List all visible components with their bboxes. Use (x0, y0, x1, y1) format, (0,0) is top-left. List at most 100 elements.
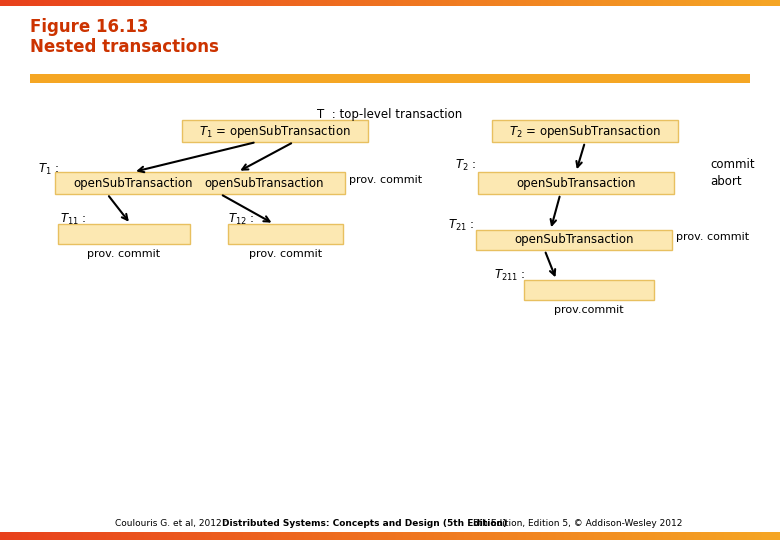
Bar (582, 0, 583, 6)
Bar (498, 0, 499, 6)
Bar (325, 0, 326, 6)
Bar (51, 532, 52, 540)
Bar (81, 0, 82, 6)
Bar (397, 532, 398, 540)
Bar (680, 532, 681, 540)
Bar (557, 0, 558, 6)
Bar (386, 0, 387, 6)
Bar (553, 0, 554, 6)
Bar (289, 0, 290, 6)
Bar (531, 0, 532, 6)
Bar (198, 532, 199, 540)
Bar (771, 532, 772, 540)
Bar (277, 0, 278, 6)
Bar (265, 532, 266, 540)
Bar (456, 0, 457, 6)
Bar (489, 0, 490, 6)
Bar (476, 0, 477, 6)
Bar (297, 532, 298, 540)
Bar (525, 0, 526, 6)
Bar (150, 0, 151, 6)
Bar (284, 532, 285, 540)
Bar (282, 532, 283, 540)
Bar (111, 532, 112, 540)
Bar (55, 0, 56, 6)
Bar (236, 0, 237, 6)
Bar (67, 0, 68, 6)
Bar (282, 0, 283, 6)
Bar (22, 0, 23, 6)
Bar (693, 0, 694, 6)
Bar (149, 0, 150, 6)
Bar (355, 0, 356, 6)
Bar (569, 0, 570, 6)
Bar (245, 0, 246, 6)
Bar (436, 532, 437, 540)
Bar (746, 532, 747, 540)
Bar (501, 532, 502, 540)
Bar (33, 0, 34, 6)
Bar (87, 0, 88, 6)
Bar (89, 532, 90, 540)
Bar (440, 0, 441, 6)
Bar (586, 532, 587, 540)
Bar (305, 532, 306, 540)
Bar (432, 0, 433, 6)
Bar (713, 0, 714, 6)
Bar (438, 532, 439, 540)
Bar (37, 532, 38, 540)
Bar (77, 0, 78, 6)
Bar (49, 532, 50, 540)
Bar (594, 532, 595, 540)
Bar (87, 532, 88, 540)
Bar (163, 0, 164, 6)
Bar (472, 0, 473, 6)
Bar (226, 532, 227, 540)
Bar (84, 532, 85, 540)
Bar (551, 0, 552, 6)
Bar (772, 0, 773, 6)
Bar (254, 532, 255, 540)
Bar (227, 0, 228, 6)
Bar (437, 532, 438, 540)
Bar (74, 0, 75, 6)
Bar (744, 532, 745, 540)
Bar (667, 532, 668, 540)
Bar (132, 0, 133, 6)
Bar (549, 0, 550, 6)
Bar (451, 532, 452, 540)
Bar (178, 532, 179, 540)
Bar (357, 532, 358, 540)
Bar (27, 0, 28, 6)
Bar (653, 0, 654, 6)
Bar (147, 0, 148, 6)
Bar (42, 532, 43, 540)
Bar (509, 532, 510, 540)
Bar (156, 0, 157, 6)
Bar (214, 532, 215, 540)
Bar (431, 532, 432, 540)
Bar (573, 532, 574, 540)
Bar (753, 0, 754, 6)
Bar (559, 532, 560, 540)
Bar (485, 0, 486, 6)
Bar (302, 0, 303, 6)
Bar (190, 532, 191, 540)
Bar (6, 0, 7, 6)
Bar (269, 0, 270, 6)
Bar (604, 0, 605, 6)
Bar (367, 0, 368, 6)
Bar (307, 532, 308, 540)
Bar (315, 532, 316, 540)
Bar (535, 0, 536, 6)
Bar (390, 532, 391, 540)
Bar (168, 532, 169, 540)
Bar (487, 0, 488, 6)
Bar (671, 532, 672, 540)
Bar (172, 0, 173, 6)
Bar (712, 532, 713, 540)
Bar (403, 532, 404, 540)
Bar (128, 532, 129, 540)
Bar (326, 532, 327, 540)
Bar (207, 0, 208, 6)
